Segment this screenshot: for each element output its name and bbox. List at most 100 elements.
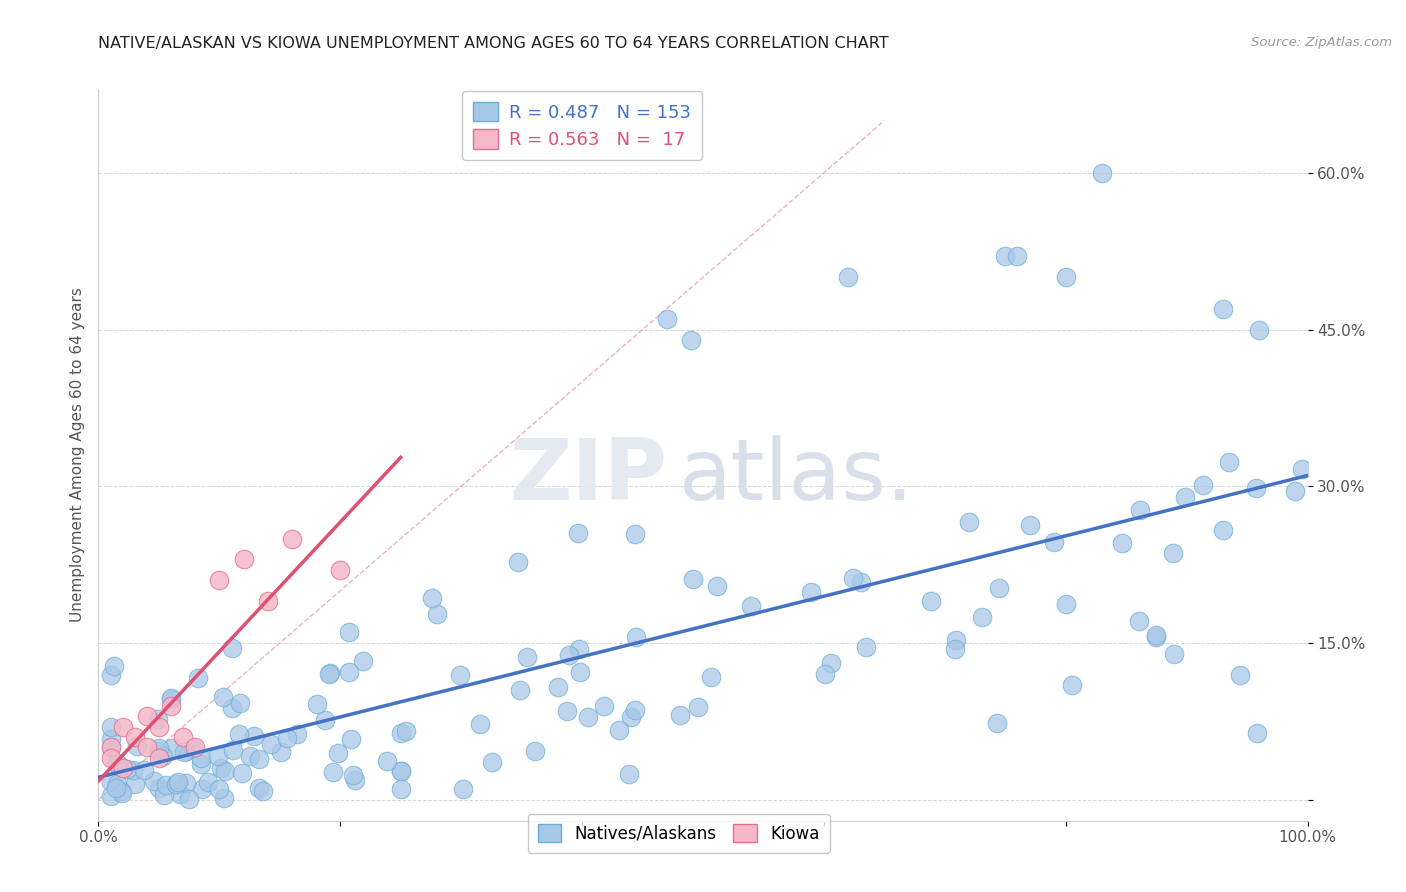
Point — [121, 764, 143, 778]
Point — [117, 763, 139, 777]
Point — [841, 571, 863, 585]
Point — [1174, 490, 1197, 504]
Point — [100, 731, 122, 746]
Point — [214, 791, 236, 805]
Point — [135, 740, 157, 755]
Point — [100, 789, 122, 803]
Point — [1129, 502, 1152, 516]
Point — [342, 768, 364, 782]
Point — [247, 751, 270, 765]
Point — [221, 701, 243, 715]
Point — [837, 270, 859, 285]
Point — [329, 563, 352, 577]
Point — [516, 650, 538, 665]
Point — [1111, 536, 1133, 550]
Point — [420, 591, 443, 605]
Text: ZIP: ZIP — [509, 435, 666, 518]
Point — [222, 743, 245, 757]
Point — [305, 698, 328, 712]
Point — [135, 709, 157, 723]
Point — [287, 727, 309, 741]
Point — [105, 780, 128, 795]
Point — [1054, 597, 1077, 611]
Point — [669, 707, 692, 722]
Point — [1249, 322, 1271, 336]
Point — [160, 698, 183, 713]
Point — [1163, 647, 1185, 661]
Point — [125, 739, 148, 754]
Point — [1218, 454, 1240, 468]
Point — [190, 782, 212, 797]
Point — [389, 782, 412, 797]
Point — [105, 777, 128, 791]
Point — [110, 784, 132, 798]
Point — [1043, 534, 1066, 549]
Point — [481, 756, 503, 770]
Point — [319, 666, 342, 681]
Point — [100, 774, 122, 789]
Point — [100, 740, 122, 755]
Point — [124, 777, 146, 791]
Point — [468, 716, 491, 731]
Point — [994, 249, 1017, 263]
Point — [567, 526, 589, 541]
Point — [172, 730, 194, 744]
Point — [592, 699, 614, 714]
Point — [568, 665, 591, 679]
Point — [567, 642, 589, 657]
Point — [174, 744, 197, 758]
Point — [1054, 270, 1077, 285]
Point — [706, 579, 728, 593]
Legend: Natives/Alaskans, Kiowa: Natives/Alaskans, Kiowa — [529, 814, 830, 853]
Point — [337, 665, 360, 680]
Point — [682, 572, 704, 586]
Point — [322, 764, 344, 779]
Point — [972, 610, 994, 624]
Point — [337, 624, 360, 639]
Point — [1229, 668, 1251, 682]
Point — [173, 745, 195, 759]
Point — [100, 740, 122, 755]
Point — [1291, 462, 1313, 476]
Point — [1212, 523, 1234, 537]
Point — [389, 725, 412, 739]
Point — [700, 670, 723, 684]
Point — [221, 641, 243, 656]
Point — [624, 630, 647, 644]
Point — [340, 732, 363, 747]
Point — [395, 724, 418, 739]
Point — [1019, 517, 1042, 532]
Point — [1144, 631, 1167, 645]
Point — [1128, 614, 1150, 628]
Point — [124, 730, 146, 744]
Point — [389, 764, 412, 779]
Point — [160, 740, 183, 755]
Point — [389, 764, 412, 779]
Point — [100, 720, 122, 734]
Point — [679, 333, 702, 347]
Y-axis label: Unemployment Among Ages 60 to 64 years: Unemployment Among Ages 60 to 64 years — [69, 287, 84, 623]
Point — [451, 781, 474, 796]
Point — [813, 667, 835, 681]
Point — [148, 751, 170, 765]
Point — [945, 633, 967, 648]
Point — [1144, 628, 1167, 642]
Point — [988, 581, 1011, 595]
Point — [232, 552, 254, 566]
Point — [179, 792, 201, 806]
Point — [243, 729, 266, 743]
Point — [100, 667, 122, 681]
Point — [740, 599, 762, 613]
Point — [281, 532, 304, 546]
Point — [1212, 301, 1234, 316]
Point — [100, 751, 122, 765]
Text: Source: ZipAtlas.com: Source: ZipAtlas.com — [1251, 36, 1392, 49]
Point — [270, 745, 292, 759]
Point — [558, 648, 581, 662]
Point — [1244, 481, 1267, 495]
Text: NATIVE/ALASKAN VS KIOWA UNEMPLOYMENT AMONG AGES 60 TO 64 YEARS CORRELATION CHART: NATIVE/ALASKAN VS KIOWA UNEMPLOYMENT AMO… — [98, 36, 889, 51]
Point — [181, 741, 204, 756]
Point — [107, 757, 129, 772]
Point — [260, 737, 283, 751]
Point — [426, 607, 449, 622]
